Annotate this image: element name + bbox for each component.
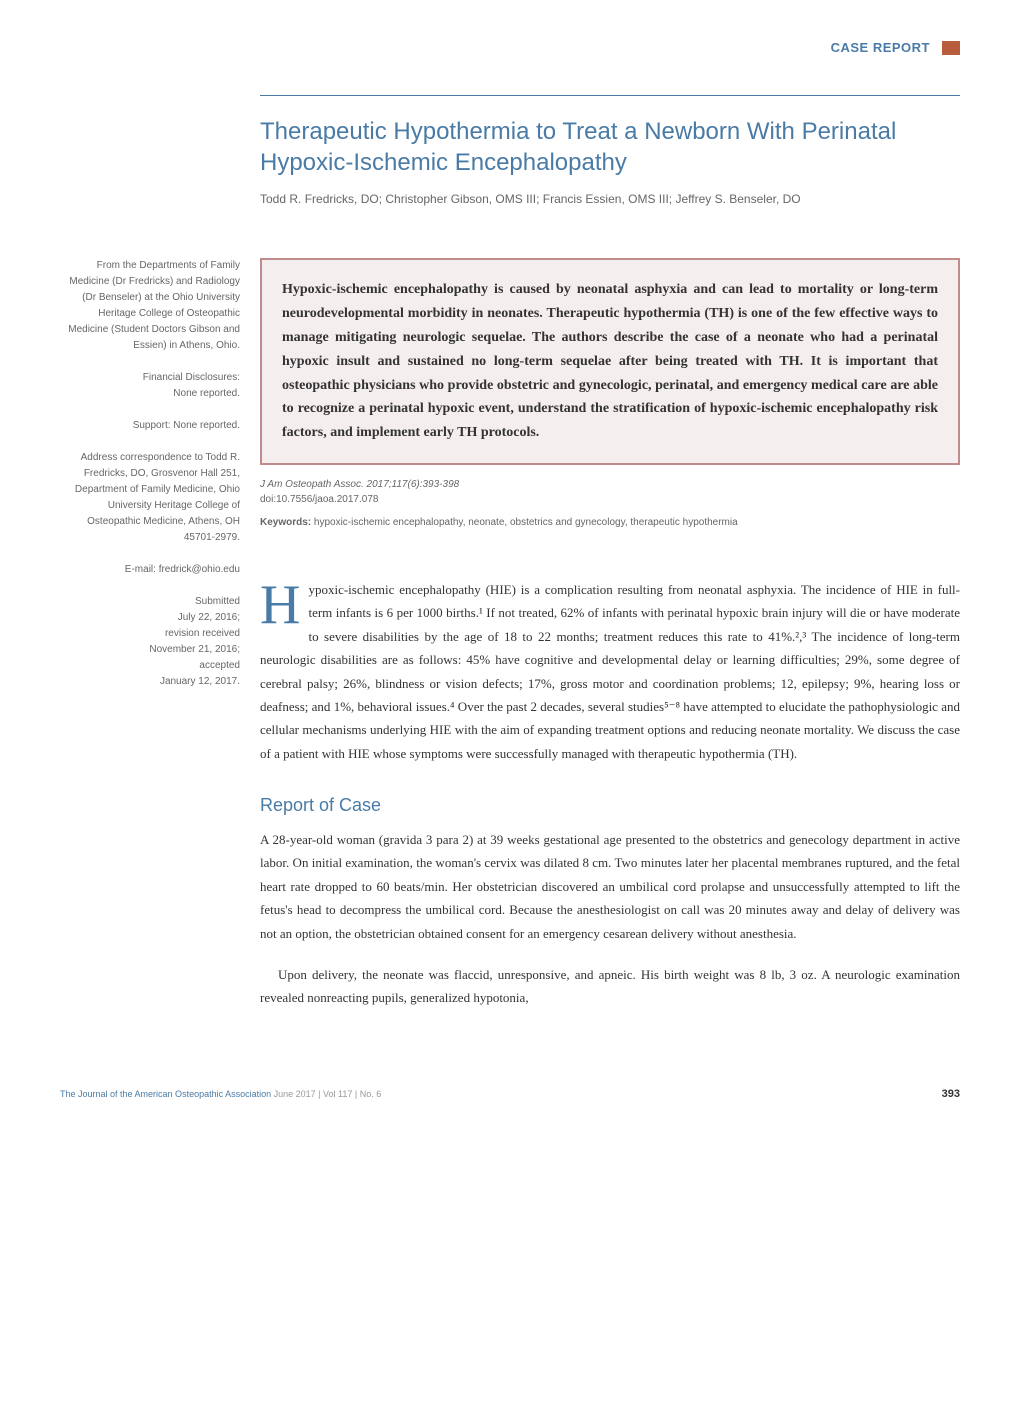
abstract-box: Hypoxic-ischemic encephalopathy is cause… <box>260 258 960 465</box>
footer-page-number: 393 <box>942 1088 960 1100</box>
report-paragraph-2: Upon delivery, the neonate was flaccid, … <box>260 963 960 1010</box>
disclosures-label: Financial Disclosures: <box>143 372 240 383</box>
drop-cap: H <box>260 578 308 630</box>
case-report-label: CASE REPORT <box>831 40 930 55</box>
dates-block: Submitted July 22, 2016; revision receiv… <box>60 594 240 690</box>
article-authors: Todd R. Fredricks, DO; Christopher Gibso… <box>260 190 960 208</box>
header-bar: CASE REPORT <box>60 40 960 55</box>
content-wrapper: From the Departments of Family Medicine … <box>60 258 960 1027</box>
header-accent-square <box>942 41 960 55</box>
accepted-date: January 12, 2017. <box>160 676 240 687</box>
keywords-line: Keywords: hypoxic-ischemic encephalopath… <box>260 517 960 528</box>
keywords-label: Keywords: <box>260 517 311 528</box>
sidebar: From the Departments of Family Medicine … <box>60 258 260 1027</box>
main-content: Hypoxic-ischemic encephalopathy is cause… <box>260 258 960 1027</box>
footer: The Journal of the American Osteopathic … <box>60 1088 960 1100</box>
email-block: E-mail: fredrick@ohio.edu <box>60 562 240 578</box>
disclosures-value: None reported. <box>173 388 240 399</box>
revision-label: revision received <box>165 628 240 639</box>
footer-journal: The Journal of the American Osteopathic … <box>60 1089 271 1099</box>
footer-left: The Journal of the American Osteopathic … <box>60 1089 381 1099</box>
article-title: Therapeutic Hypothermia to Treat a Newbo… <box>260 116 960 178</box>
affiliation-block: From the Departments of Family Medicine … <box>60 258 240 354</box>
abstract-text: Hypoxic-ischemic encephalopathy is cause… <box>282 278 938 445</box>
body-text: Hypoxic-ischemic encephalopathy (HIE) is… <box>260 578 960 1010</box>
accepted-label: accepted <box>199 660 240 671</box>
correspondence-block: Address correspondence to Todd R. Fredri… <box>60 450 240 546</box>
citation: J Am Osteopath Assoc. 2017;117(6):393-39… <box>260 479 960 490</box>
doi: doi:10.7556/jaoa.2017.078 <box>260 494 960 505</box>
support-block: Support: None reported. <box>60 418 240 434</box>
keywords-text: hypoxic-ischemic encephalopathy, neonate… <box>311 517 738 528</box>
intro-paragraph: Hypoxic-ischemic encephalopathy (HIE) is… <box>260 578 960 765</box>
section-heading-report: Report of Case <box>260 795 960 816</box>
intro-text: ypoxic-ischemic encephalopathy (HIE) is … <box>260 582 960 761</box>
footer-issue: June 2017 | Vol 117 | No. 6 <box>274 1089 382 1099</box>
report-paragraph-1: A 28-year-old woman (gravida 3 para 2) a… <box>260 828 960 945</box>
title-section: Therapeutic Hypothermia to Treat a Newbo… <box>260 95 960 208</box>
submitted-date: July 22, 2016; <box>178 612 240 623</box>
revision-date: November 21, 2016; <box>149 644 240 655</box>
disclosures-block: Financial Disclosures: None reported. <box>60 370 240 402</box>
submitted-label: Submitted <box>195 596 240 607</box>
